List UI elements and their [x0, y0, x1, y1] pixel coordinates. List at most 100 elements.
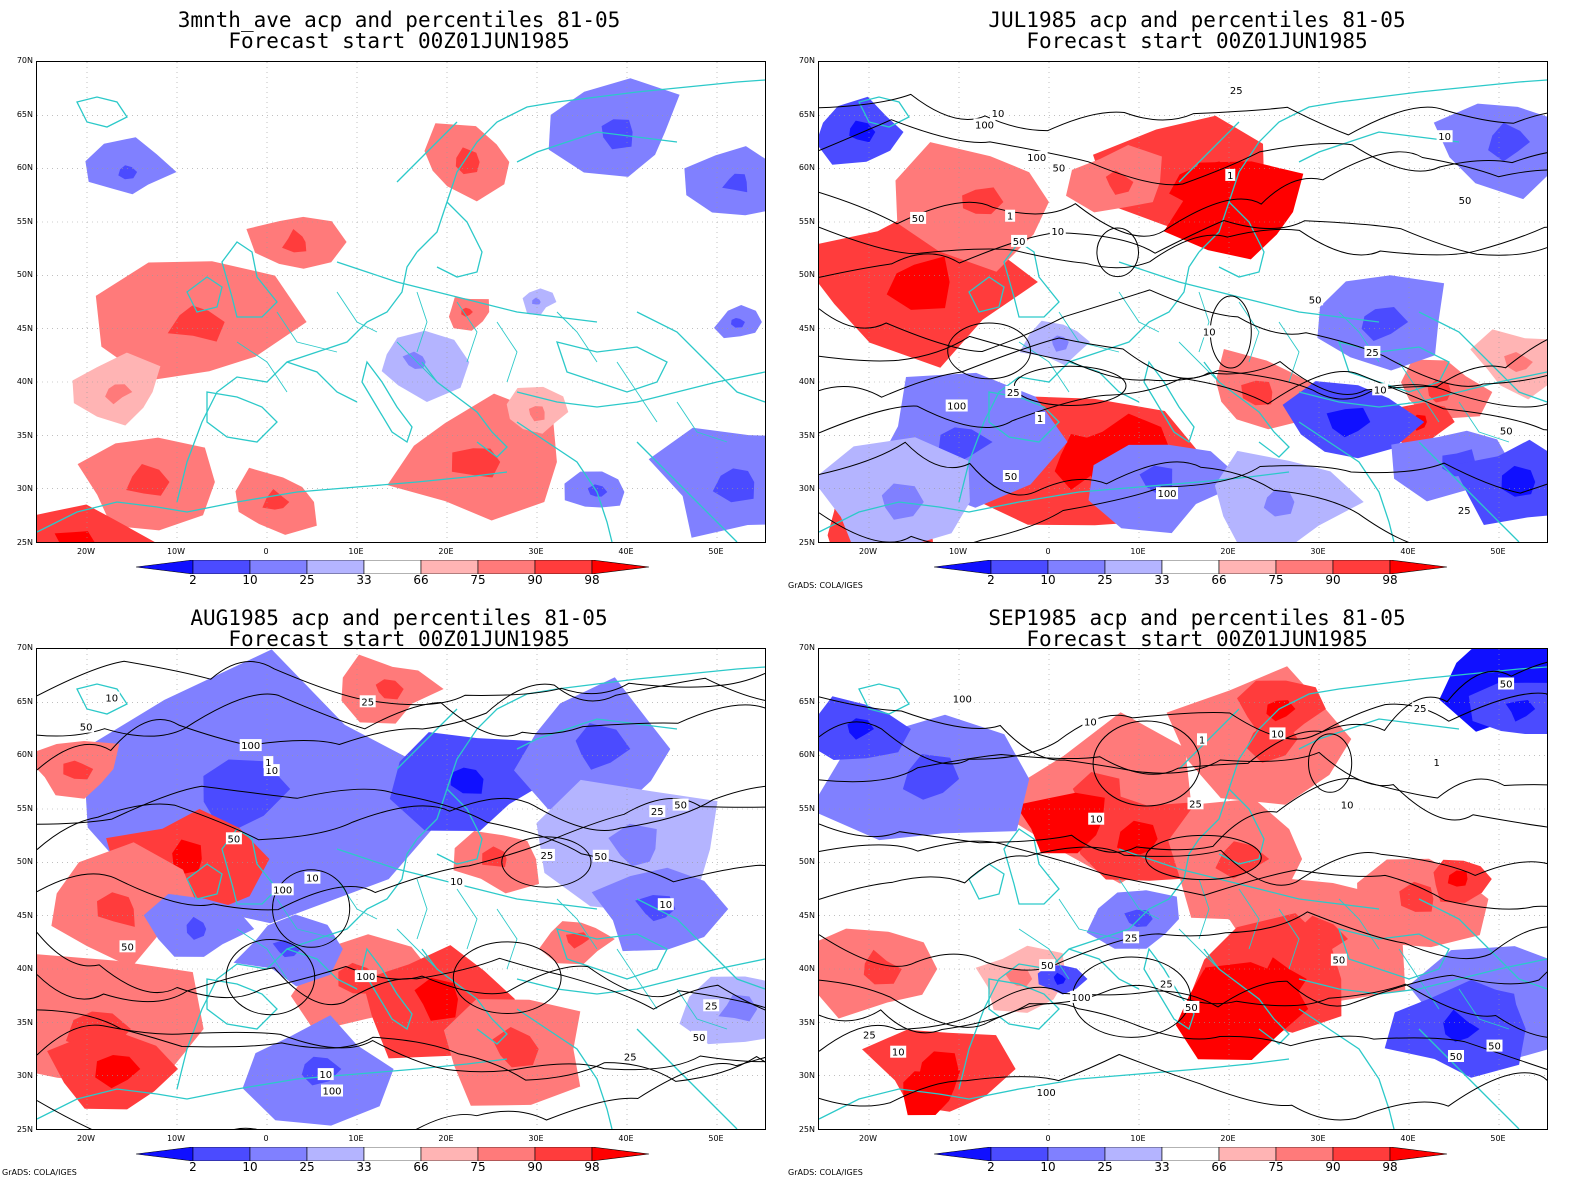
lon-tick-label: 10W — [948, 1134, 968, 1143]
coastline — [636, 311, 765, 403]
colorbar-arrow-right — [591, 559, 650, 575]
country-border — [1018, 928, 1070, 980]
country-border — [456, 301, 478, 363]
coastline — [176, 838, 418, 1090]
colorbar-label: 2 — [987, 573, 995, 587]
contour-label-bg — [861, 1028, 878, 1041]
lon-tick-label: 10W — [166, 547, 186, 556]
coastline — [636, 441, 738, 542]
colorbar-label: 10 — [242, 1160, 258, 1174]
colorbar-label: 66 — [1211, 573, 1227, 587]
coastline — [206, 391, 278, 443]
anomaly-core — [712, 468, 755, 503]
lon-tick-label: 40E — [618, 1134, 634, 1143]
country-border — [456, 888, 478, 950]
colorbar-segment — [192, 1146, 251, 1162]
country-border — [1278, 321, 1300, 383]
anomaly-core — [54, 531, 95, 542]
contour-label-bg — [1330, 953, 1347, 966]
contour-label: 100 — [273, 885, 292, 896]
anomaly-core — [1005, 968, 1033, 987]
colorbar-segment — [1161, 1146, 1220, 1162]
contour-label: 25 — [705, 1001, 718, 1012]
coastline — [421, 361, 508, 458]
coastline — [436, 201, 483, 278]
contour-label: 50 — [121, 942, 134, 953]
lat-tick-label: 70N — [798, 56, 815, 65]
contour-label: 25 — [651, 807, 664, 818]
anomaly-region — [679, 976, 765, 1045]
contour-label: 25 — [1125, 933, 1138, 944]
country-border — [336, 878, 378, 920]
coastline — [361, 360, 413, 444]
contour-line — [819, 335, 1547, 408]
coastline — [988, 391, 1060, 443]
country-border — [336, 291, 378, 333]
anomaly-core — [1505, 700, 1536, 722]
anomaly-core — [1053, 972, 1066, 985]
coastline — [336, 261, 598, 323]
coastline — [636, 898, 765, 990]
anomaly-core — [1124, 909, 1153, 927]
anomaly-core — [414, 977, 458, 1021]
contour-label-bg — [225, 832, 242, 845]
anomaly-core — [863, 949, 902, 985]
contour-label: 50 — [1005, 472, 1018, 483]
anomaly-core — [575, 723, 631, 770]
lat-tick-label: 55N — [798, 803, 815, 813]
colorbar-segment — [1047, 559, 1106, 575]
contour-label-bg — [657, 898, 674, 911]
anomaly-core — [1427, 380, 1451, 403]
contour-label-bg — [317, 1068, 334, 1081]
coastline — [1418, 1028, 1520, 1129]
contour-label-bg — [1225, 168, 1236, 181]
colorbar: 2 10 25 33 66 75 90 98 — [135, 559, 656, 587]
contour-layer — [819, 93, 1547, 542]
contour-layer — [37, 660, 765, 1129]
credit-label: GrADS: COLA/IGES — [788, 1168, 863, 1177]
coastline — [1298, 1008, 1395, 1129]
colorbar: 2 10 25 33 66 75 90 98 — [933, 559, 1454, 587]
colorbar-label: 25 — [299, 1160, 315, 1174]
anomaly-core — [282, 229, 307, 253]
contour-label-bg — [304, 871, 321, 884]
lon-tick-label: 40E — [1400, 547, 1416, 556]
contour-label-bg — [951, 692, 974, 705]
colorbar-label: 90 — [527, 573, 543, 587]
anomaly-core — [172, 839, 202, 874]
anomaly-core — [528, 406, 545, 422]
lon-tick-label: 30E — [528, 547, 544, 556]
country-border — [1238, 888, 1260, 950]
coastline — [636, 1028, 738, 1129]
contour-label: 50 — [1488, 1042, 1501, 1053]
colorbar-label: 10 — [242, 573, 258, 587]
lat-tick-label: 30N — [798, 484, 815, 493]
contour-label: 50 — [912, 214, 925, 225]
anomaly-region — [1163, 161, 1304, 260]
contour-line — [819, 846, 1547, 900]
coastline — [1298, 131, 1460, 163]
lat-tick-label: 70N — [798, 643, 815, 652]
anomaly-core — [1447, 870, 1468, 887]
coastline — [396, 708, 458, 770]
contour-label: 50 — [1041, 961, 1054, 972]
lat-tick-label: 55N — [798, 216, 815, 226]
colorbar-arrow-right — [1389, 1146, 1448, 1162]
contour-line — [37, 785, 765, 883]
contour-labels: 100 50 100 100 50 50 25 50 50 10 25 50 25 10 10 1 25 10 10… — [861, 677, 1515, 1099]
anomaly-core — [375, 679, 404, 700]
anomaly-core — [722, 173, 748, 193]
country-border — [676, 988, 728, 1030]
colorbar-label: 2 — [987, 1160, 995, 1174]
contour-label-bg — [1486, 1039, 1503, 1052]
colorbar-segment — [1332, 559, 1391, 575]
colorbar-segment — [477, 1146, 536, 1162]
country-border — [1278, 908, 1300, 970]
lon-tick-label: 30E — [1310, 1134, 1326, 1143]
colorbar-label: 75 — [1268, 1160, 1284, 1174]
lon-tick-label: 0 — [263, 547, 269, 556]
anomaly-core — [1241, 380, 1273, 406]
contour-label-bg — [1269, 727, 1286, 740]
anomaly-core — [608, 823, 657, 867]
coastline — [1143, 947, 1195, 1031]
